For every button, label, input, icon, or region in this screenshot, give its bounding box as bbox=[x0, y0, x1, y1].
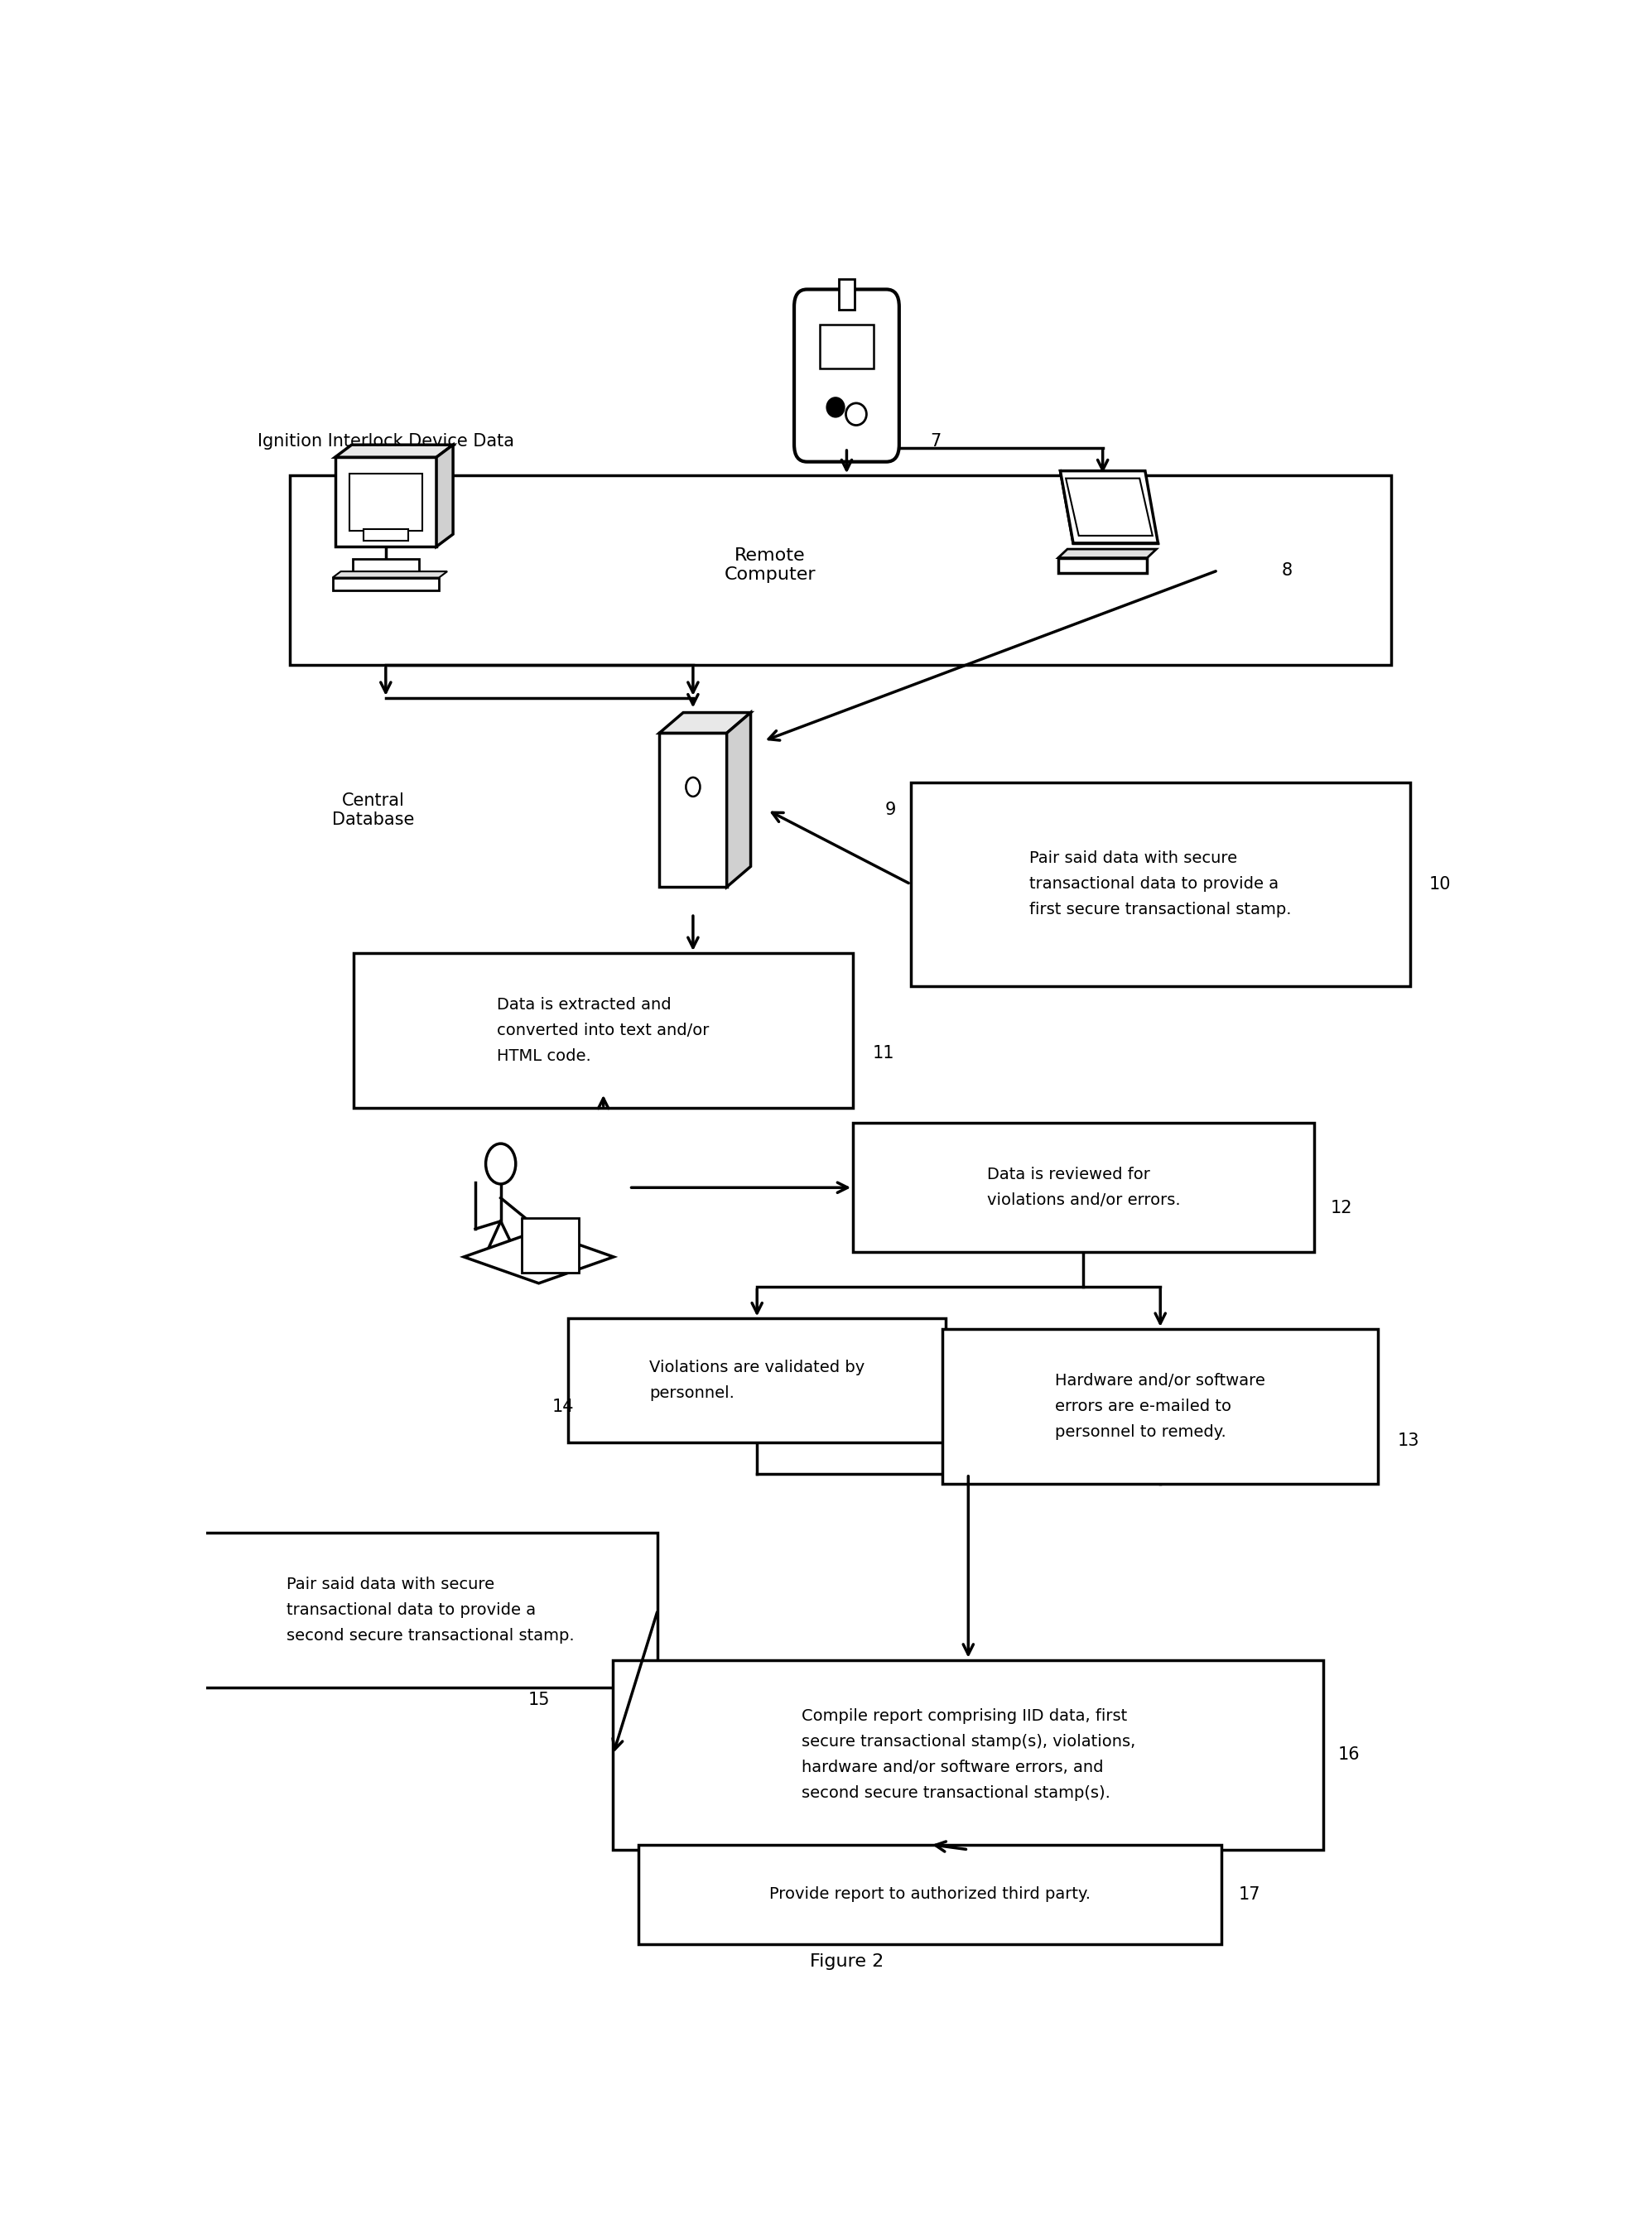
Text: Ignition Interlock Device Data: Ignition Interlock Device Data bbox=[258, 432, 514, 450]
Polygon shape bbox=[1066, 479, 1153, 535]
Polygon shape bbox=[1059, 549, 1156, 558]
Bar bbox=[363, 528, 408, 540]
Ellipse shape bbox=[826, 399, 844, 416]
Bar bbox=[1059, 558, 1146, 573]
Text: 17: 17 bbox=[1239, 1885, 1260, 1903]
Bar bbox=[613, 1659, 1323, 1849]
Text: Violations are validated by
personnel.: Violations are validated by personnel. bbox=[649, 1359, 864, 1402]
Text: 16: 16 bbox=[1338, 1746, 1360, 1762]
Text: Provide report to authorized third party.: Provide report to authorized third party… bbox=[770, 1887, 1090, 1903]
Bar bbox=[659, 732, 727, 887]
Text: 15: 15 bbox=[529, 1690, 550, 1708]
FancyBboxPatch shape bbox=[839, 280, 854, 309]
Text: 7: 7 bbox=[930, 432, 942, 450]
Bar bbox=[335, 457, 436, 546]
Text: Remote
Computer: Remote Computer bbox=[724, 546, 816, 582]
Bar bbox=[852, 1124, 1313, 1252]
Text: Data is reviewed for
violations and/or errors.: Data is reviewed for violations and/or e… bbox=[986, 1167, 1180, 1209]
Bar bbox=[522, 1218, 580, 1272]
Polygon shape bbox=[436, 446, 453, 546]
Bar bbox=[639, 1845, 1221, 1943]
Bar bbox=[349, 472, 423, 531]
Bar bbox=[332, 578, 439, 591]
Text: 12: 12 bbox=[1330, 1200, 1353, 1216]
Text: 14: 14 bbox=[552, 1399, 575, 1415]
Bar bbox=[354, 954, 852, 1108]
Ellipse shape bbox=[846, 403, 867, 425]
Polygon shape bbox=[332, 571, 448, 578]
Bar bbox=[203, 1531, 657, 1688]
Polygon shape bbox=[464, 1231, 613, 1283]
Bar bbox=[289, 475, 1391, 665]
Text: Central
Database: Central Database bbox=[332, 793, 415, 828]
Text: 9: 9 bbox=[885, 802, 895, 817]
Polygon shape bbox=[1061, 470, 1158, 544]
Text: 13: 13 bbox=[1398, 1433, 1419, 1449]
Circle shape bbox=[686, 777, 700, 797]
Bar bbox=[943, 1330, 1378, 1484]
Circle shape bbox=[486, 1144, 515, 1184]
Bar bbox=[568, 1319, 947, 1442]
Bar bbox=[354, 560, 418, 571]
FancyBboxPatch shape bbox=[795, 289, 899, 461]
Bar bbox=[910, 781, 1411, 985]
Text: 11: 11 bbox=[872, 1046, 894, 1061]
Polygon shape bbox=[335, 446, 453, 457]
Polygon shape bbox=[659, 712, 750, 732]
Text: Compile report comprising IID data, first
secure transactional stamp(s), violati: Compile report comprising IID data, firs… bbox=[801, 1708, 1135, 1800]
Text: Figure 2: Figure 2 bbox=[809, 1955, 884, 1970]
Text: 10: 10 bbox=[1429, 875, 1450, 893]
Text: Pair said data with secure
transactional data to provide a
second secure transac: Pair said data with secure transactional… bbox=[287, 1576, 575, 1643]
Text: Data is extracted and
converted into text and/or
HTML code.: Data is extracted and converted into tex… bbox=[497, 996, 710, 1064]
Bar bbox=[819, 325, 874, 369]
Polygon shape bbox=[727, 712, 750, 887]
Text: Pair said data with secure
transactional data to provide a
first secure transact: Pair said data with secure transactional… bbox=[1029, 851, 1292, 918]
Text: 8: 8 bbox=[1282, 562, 1294, 578]
Text: Hardware and/or software
errors are e-mailed to
personnel to remedy.: Hardware and/or software errors are e-ma… bbox=[1056, 1373, 1265, 1440]
